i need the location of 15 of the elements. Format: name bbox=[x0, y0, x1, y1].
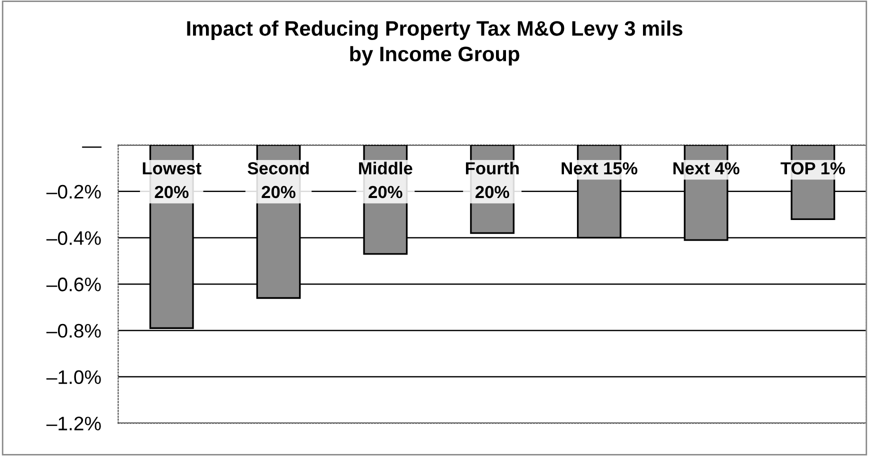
y-tick-label: –1.0% bbox=[46, 370, 101, 384]
x-tick-label: Next 4% bbox=[673, 162, 740, 174]
x-tick-label: Next 15% bbox=[562, 162, 638, 174]
y-tick-label: –0.4% bbox=[46, 231, 101, 245]
x-tick-label: Fourth 20% bbox=[466, 162, 519, 198]
x-tick-label: Middle 20% bbox=[359, 162, 412, 198]
x-tick-label: Lowest 20% bbox=[142, 162, 202, 198]
y-tick-label: –1.2% bbox=[46, 416, 101, 430]
x-tick-label: TOP 1% bbox=[780, 162, 845, 174]
y-tick-label: –0.2% bbox=[46, 184, 101, 199]
y-tick-label: –0.6% bbox=[46, 278, 101, 292]
x-tick-label: Second 20% bbox=[248, 162, 309, 198]
chart-title: Impact of Reducing Property Tax M&O Levy 3 mils by Income Group bbox=[187, 20, 682, 66]
y-tick-label: –0.8% bbox=[46, 324, 101, 338]
y-tick-label: — bbox=[82, 146, 102, 148]
